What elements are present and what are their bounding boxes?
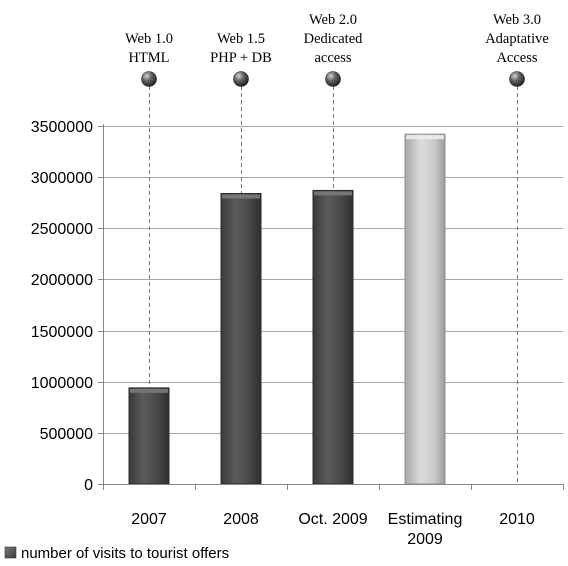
milestone: Web 3.0 Adaptative Access [485, 12, 549, 87]
milestone-label-line: Adaptative [485, 31, 549, 47]
y-tick-label: 3000000 [31, 170, 93, 187]
milestone-marker [325, 71, 341, 87]
milestone-label-line: Web 1.5 [217, 31, 265, 47]
milestone-marker [233, 71, 249, 87]
x-axis-tick-labels: 2007 2008 Oct. 2009 Estimating 2009 2010 [131, 511, 535, 548]
bars [128, 133, 446, 485]
milestone-label-line: Web 1.0 [125, 31, 173, 47]
milestone-label: Web 1.0 HTML [125, 31, 173, 66]
x-tick-label: 2010 [499, 511, 535, 528]
x-tick-label-line: 2008 [223, 511, 259, 528]
x-tick-label: 2008 [223, 511, 259, 528]
milestone-label-line: Access [496, 50, 537, 66]
x-tick-label: Oct. 2009 [298, 511, 367, 528]
x-tick-label-line: 2009 [407, 531, 443, 548]
milestone-label-line: Dedicated [304, 31, 364, 47]
legend: number of visits to tourist offers [4, 545, 229, 562]
bar-top-highlight [130, 388, 168, 393]
milestone-label: Web 1.5 PHP + DB [210, 31, 272, 66]
milestone: Web 1.5 PHP + DB [210, 31, 272, 87]
bar-top-highlight [314, 191, 352, 196]
milestone: Web 2.0 Dedicated access [304, 12, 364, 87]
milestone-label-line: Web 2.0 [309, 12, 357, 28]
y-tick-label: 1000000 [31, 375, 93, 392]
y-tick-label: 3500000 [31, 119, 93, 136]
y-tick-label: 1500000 [31, 324, 93, 341]
x-tick-label-line: Oct. 2009 [298, 511, 367, 528]
milestones: Web 1.0 HTML Web 1.5 PHP + DB Web 2.0 Dedicat… [125, 12, 549, 87]
milestone-label-line: Web 3.0 [493, 12, 541, 28]
milestone-label-line: PHP + DB [210, 50, 272, 66]
x-tick-label-line: 2010 [499, 511, 535, 528]
bar [128, 387, 170, 485]
bar-group [312, 189, 354, 485]
bar-group [404, 133, 446, 485]
bar [312, 189, 354, 485]
milestone-label-line: access [314, 50, 351, 66]
y-axis-tick-labels: 0 500000 1000000 1500000 2000000 2500000 30000… [31, 119, 93, 494]
bar-group [128, 387, 170, 485]
bar [220, 193, 262, 485]
legend-swatch [4, 546, 17, 559]
y-tick-label: 2000000 [31, 272, 93, 289]
x-tick-label-line: Estimating [388, 511, 463, 528]
milestone-marker [141, 71, 157, 87]
x-tick-label-line: 2007 [131, 511, 167, 528]
x-tick-label: 2007 [131, 511, 167, 528]
legend-label: number of visits to tourist offers [21, 545, 229, 562]
milestone-marker [509, 71, 525, 87]
milestone: Web 1.0 HTML [125, 31, 173, 87]
y-tick-label: 2500000 [31, 221, 93, 238]
bar-group [220, 193, 262, 485]
milestone-label: Web 2.0 Dedicated access [304, 12, 364, 66]
x-tick-label: Estimating 2009 [388, 511, 463, 548]
y-tick-label: 500000 [40, 426, 93, 443]
bar [404, 133, 446, 485]
milestone-label: Web 3.0 Adaptative Access [485, 12, 549, 66]
bar-top-highlight [406, 135, 444, 140]
y-tick-label: 0 [84, 477, 93, 494]
axes [98, 124, 564, 490]
milestone-label-line: HTML [128, 50, 169, 66]
bar-top-highlight [222, 194, 260, 199]
